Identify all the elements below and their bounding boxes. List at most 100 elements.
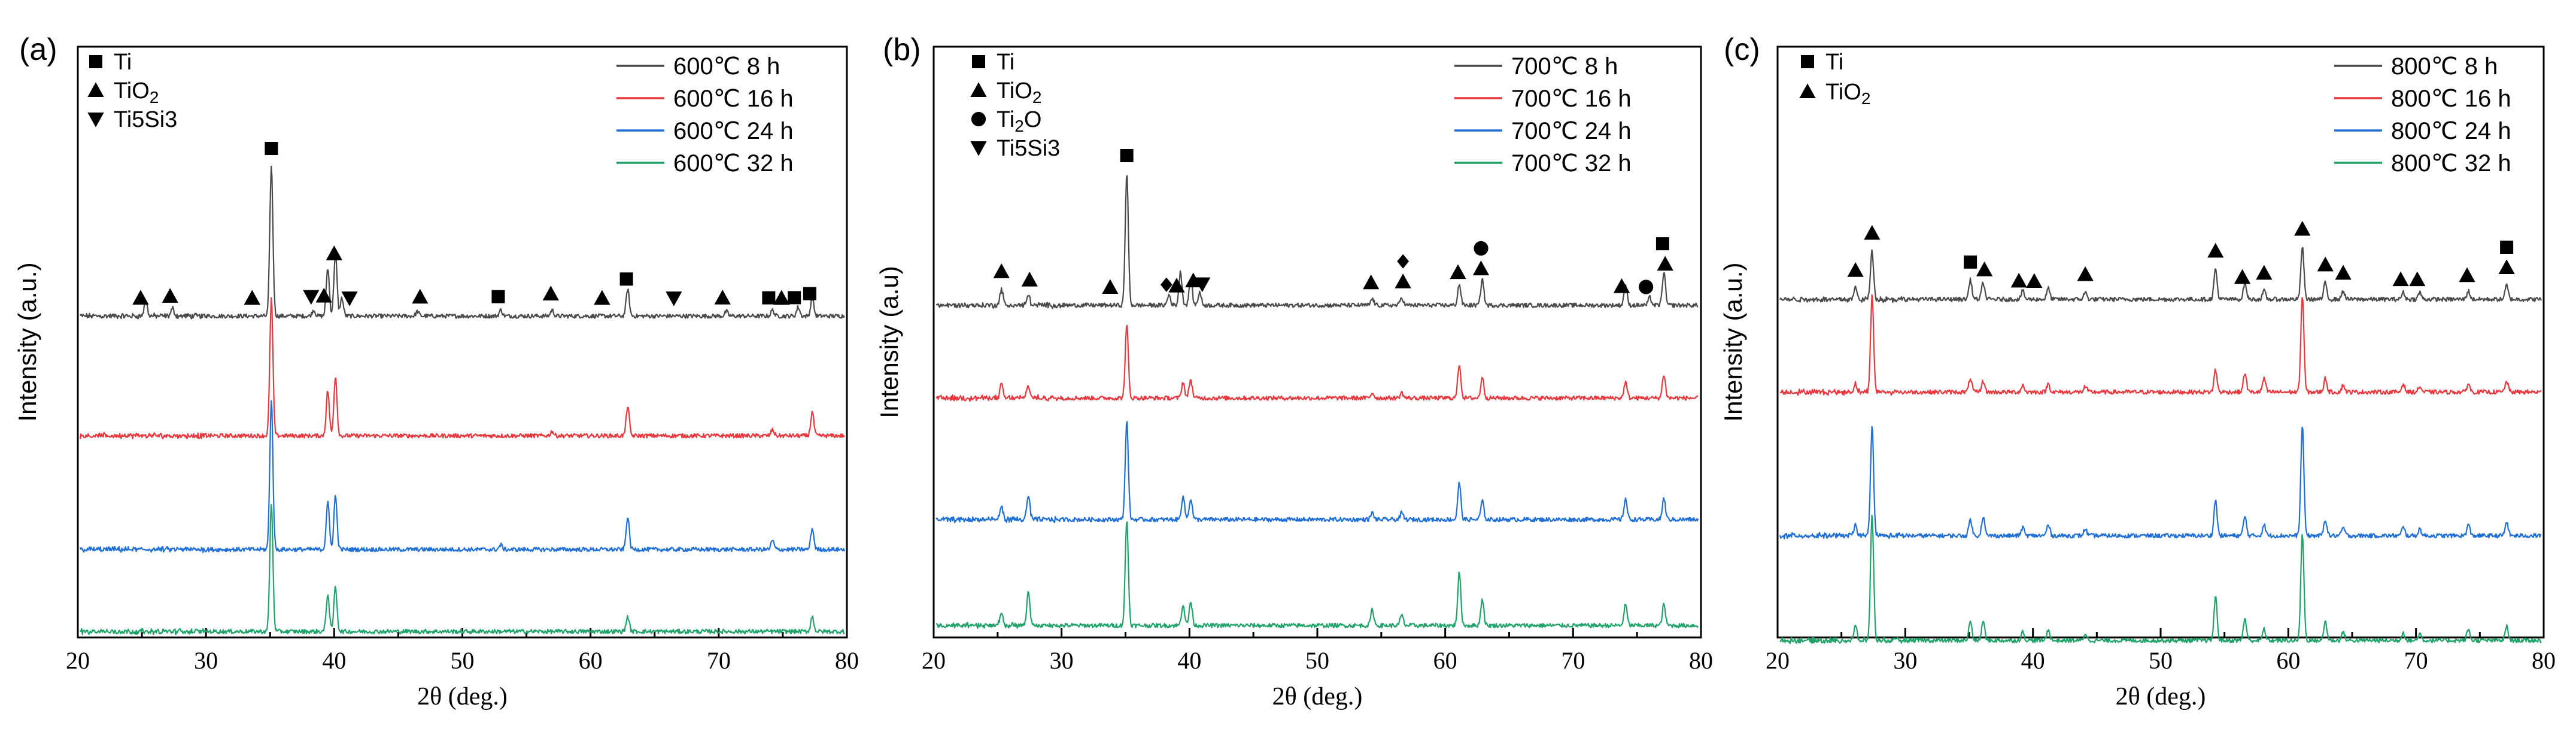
x-tick-label: 60: [1433, 647, 1457, 674]
x-tick-label: 30: [1893, 647, 1917, 674]
series-line: [935, 421, 1699, 524]
phase-marker-tri: [2498, 259, 2515, 274]
series-legend-label: 700℃ 16 h: [1511, 86, 1632, 112]
series-legend-label: 700℃ 8 h: [1511, 53, 1618, 80]
series-legend-label: 600℃ 8 h: [673, 53, 780, 80]
phase-legend-symbol: [87, 113, 104, 127]
phase-legend-symbol: [87, 82, 104, 97]
phase-marker-sq: [265, 142, 278, 155]
y-axis-label: Intensity (a.u.): [1719, 262, 1747, 421]
phase-marker-sq: [803, 287, 816, 300]
phase-legend-label: TiO2: [997, 78, 1041, 107]
phase-marker-tri: [1864, 224, 1881, 240]
series-legend-label: 800℃ 8 h: [2391, 53, 2498, 80]
phase-marker-sq: [788, 291, 801, 305]
phase-legend-label: Ti: [997, 50, 1014, 75]
x-axis-label: 2θ (deg.): [1272, 683, 1363, 710]
x-tick-label: 80: [1689, 647, 1713, 674]
phase-marker-sq: [762, 291, 776, 305]
series-line: [80, 503, 845, 636]
phase-marker-cir: [1639, 280, 1654, 294]
panel-a: (a) 20 30 40 50 60 70 80 2θ (deg.) Intensity (a.u…: [13, 32, 859, 710]
series-legend-label: 600℃ 16 h: [673, 86, 794, 112]
phase-marker-tri: [542, 286, 559, 300]
phase-marker-tri: [315, 287, 332, 303]
phase-marker-tri: [1847, 262, 1864, 277]
phase-legend-label: Ti: [114, 50, 132, 75]
x-tick-label: 70: [2404, 647, 2428, 674]
panel-label: (a): [19, 32, 57, 67]
series-legend-label: 700℃ 32 h: [1511, 150, 1632, 177]
phase-marker-tri: [2026, 273, 2043, 288]
phase-marker-tri: [412, 289, 429, 304]
phase-marker-cir: [1474, 241, 1489, 256]
phase-legend-symbol: [970, 141, 987, 156]
x-tick-label: 20: [66, 647, 90, 674]
x-tick-label: 80: [2532, 647, 2556, 674]
series-line: [80, 165, 845, 320]
phase-legend-symbol: [972, 55, 985, 68]
phase-legend-label: Ti2O: [997, 107, 1041, 135]
phase-marker-tri: [2207, 242, 2224, 258]
x-tick-label: 50: [2149, 647, 2173, 674]
panel-b: (b) 20 30 40 50 60 70 80 2θ (deg.) Intensity (a.u…: [875, 32, 1713, 710]
series-line: [1779, 426, 2542, 539]
y-axis-label: Intensity (a.u.): [13, 262, 41, 421]
phase-legend-symbol: [1799, 83, 1816, 98]
phase-legend-symbol: [970, 82, 987, 97]
phase-marker-tri: [1472, 260, 1490, 275]
phase-marker-tri: [594, 290, 610, 305]
phase-legend-symbol: [89, 55, 102, 68]
phase-marker-inv: [666, 291, 682, 306]
phase-marker-sq: [2500, 241, 2514, 254]
x-tick-label: 70: [707, 647, 731, 674]
phase-marker-tri: [326, 245, 342, 260]
phase-marker-sq: [1964, 255, 1977, 269]
phase-marker-sq: [491, 290, 505, 303]
phase-marker-tri: [1657, 256, 1673, 271]
series-legend-label: 600℃ 32 h: [673, 150, 794, 177]
series-line: [935, 324, 1699, 402]
phase-marker-tri: [1021, 271, 1038, 287]
phase-marker-tri: [1185, 272, 1202, 288]
phase-marker-tri: [2294, 220, 2311, 236]
phase-marker-dia: [1160, 277, 1172, 292]
phase-marker-dia: [1397, 254, 1409, 269]
phase-legend-label: Ti: [1825, 50, 1843, 75]
phase-marker-tri: [162, 288, 178, 303]
series-line: [1779, 514, 2542, 645]
phase-marker-sq: [1120, 149, 1134, 162]
phase-legend-symbol: [971, 111, 986, 127]
panel-label: (b): [883, 32, 921, 67]
phase-legend-label: TiO2: [1825, 80, 1870, 108]
series-legend-label: 600℃ 24 h: [673, 118, 794, 144]
phase-legend-label: Ti5Si3: [114, 107, 177, 132]
series-line: [935, 521, 1699, 629]
x-axis-label: 2θ (deg.): [417, 683, 508, 710]
phase-marker-tri: [1168, 277, 1185, 293]
x-axis-label: 2θ (deg.): [2116, 683, 2206, 710]
phase-marker-tri: [2392, 271, 2409, 287]
phase-marker-tri: [1363, 274, 1380, 290]
x-tick-label: 60: [2276, 647, 2300, 674]
panel-label: (c): [1724, 32, 1760, 67]
x-tick-label: 40: [322, 647, 346, 674]
phase-marker-tri: [993, 263, 1010, 278]
phase-marker-tri: [1450, 264, 1466, 280]
phase-marker-inv: [341, 291, 358, 306]
x-tick-label: 40: [2021, 647, 2045, 674]
x-tick-label: 30: [194, 647, 218, 674]
x-tick-label: 50: [1305, 647, 1329, 674]
series-line: [79, 297, 845, 439]
x-tick-label: 80: [835, 647, 859, 674]
phase-marker-sq: [1655, 237, 1669, 251]
series-line: [79, 400, 845, 554]
x-tick-label: 50: [451, 647, 475, 674]
phase-marker-inv: [1194, 277, 1211, 293]
series-line: [936, 175, 1699, 309]
x-tick-label: 20: [922, 647, 946, 674]
phase-marker-tri: [2335, 265, 2352, 280]
phase-marker-tri: [1976, 261, 1993, 277]
phase-marker-tri: [132, 290, 149, 305]
